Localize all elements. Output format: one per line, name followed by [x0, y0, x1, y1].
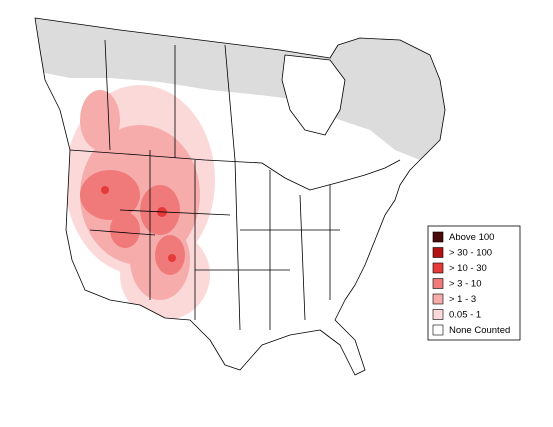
legend-label: Above 100 [449, 232, 494, 243]
boundaries [34, 17, 446, 376]
legend-swatch [432, 309, 444, 320]
hudson-bay-shore [281, 54, 346, 136]
legend-label: > 30 - 100 [449, 248, 492, 259]
coastline [34, 17, 446, 376]
range-peak [101, 186, 109, 194]
legend-swatch [432, 293, 444, 305]
legend-swatch [432, 324, 444, 336]
abundance-shading [65, 85, 215, 320]
legend-label: > 1 - 3 [449, 294, 476, 305]
legend-box [427, 225, 521, 341]
national-border [69, 149, 401, 191]
legend-label: > 3 - 10 [449, 279, 481, 290]
legend-label: 0.05 - 1 [449, 310, 481, 321]
range-medium [80, 90, 120, 150]
range-peak [168, 254, 176, 262]
legend-label: None Counted [449, 325, 510, 336]
legend-swatch [432, 247, 444, 258]
legend-label: > 10 - 30 [449, 263, 487, 274]
legend-swatch [432, 278, 444, 289]
range-high [80, 170, 140, 220]
range-high [110, 212, 140, 248]
province-state-lines [89, 39, 340, 331]
legend-swatch [432, 262, 444, 274]
legend-swatch [432, 231, 444, 243]
legend: Above 100 > 30 - 100 > 10 - 30 > 3 - 10 > 1 … [427, 225, 521, 341]
hudson-bay [282, 55, 345, 135]
unsurveyed-region [35, 18, 445, 160]
